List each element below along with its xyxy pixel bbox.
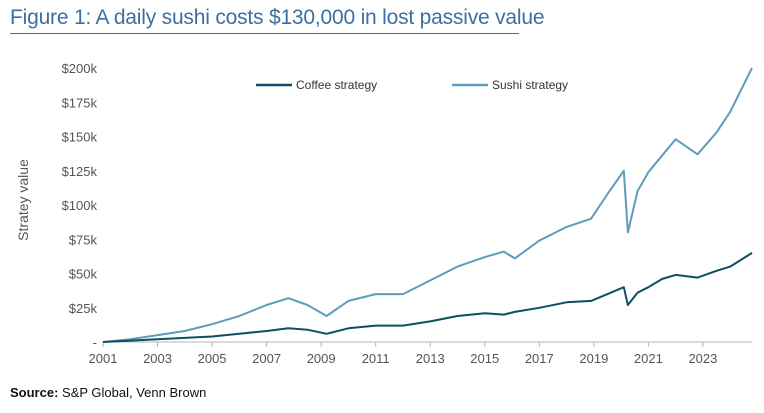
title-underline [10, 33, 519, 34]
x-tick-label: 2021 [634, 351, 663, 366]
x-tick-label: 2019 [579, 351, 608, 366]
x-tick-label: 2001 [89, 351, 118, 366]
y-tick-label: $200k [62, 61, 98, 76]
y-tick-label: $50k [69, 267, 98, 282]
page-title: Figure 1: A daily sushi costs $130,000 i… [10, 6, 545, 29]
y-tick-label: $25k [69, 301, 98, 316]
y-tick-label: $100k [62, 198, 98, 213]
chart-series [102, 67, 753, 343]
x-tick-label: 2005 [198, 351, 227, 366]
x-tick-label: 2007 [252, 351, 281, 366]
x-tick-label: 2009 [307, 351, 336, 366]
legend-label: Sushi strategy [492, 78, 568, 92]
series-line [102, 67, 753, 343]
y-tick-label: $150k [62, 130, 98, 145]
y-tick-label: $75k [69, 232, 98, 247]
x-tick-label: 2023 [688, 351, 717, 366]
line-chart: - $25k $50k $75k $100k $125k $150k $175k $200k 2… [15, 61, 753, 366]
y-axis-ticks: - $25k $50k $75k $100k $125k $150k $175k $200k [62, 61, 98, 350]
y-tick-label: - [93, 335, 97, 350]
y-axis-label: Stratey value [15, 159, 31, 241]
source-note: Source: S&P Global, Venn Brown [10, 385, 206, 400]
source-text: S&P Global, Venn Brown [62, 385, 207, 400]
x-tick-label: 2013 [416, 351, 445, 366]
x-axis: 2001 2003 2005 2007 2009 2011 2013 2015 2017 2019… [89, 341, 752, 366]
y-tick-label: $125k [62, 164, 98, 179]
x-tick-label: 2017 [525, 351, 554, 366]
chart-legend: Coffee strategy Sushi strategy [256, 78, 568, 92]
source-label: Source: [10, 385, 59, 400]
x-tick-label: 2011 [362, 351, 390, 366]
x-tick-label: 2015 [470, 351, 499, 366]
series-line [102, 252, 753, 343]
x-tick-label: 2003 [143, 351, 172, 366]
legend-label: Coffee strategy [296, 78, 377, 92]
y-tick-label: $175k [62, 95, 98, 110]
